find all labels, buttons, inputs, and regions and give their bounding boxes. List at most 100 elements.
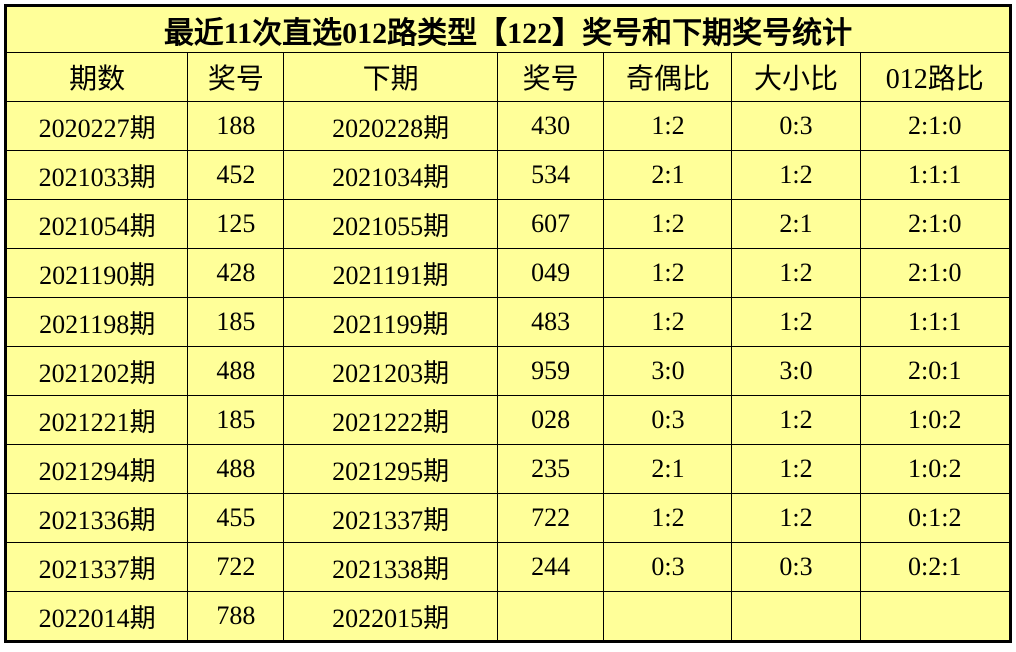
table-row: 2020227期 188 2020228期 430 1:2 0:3 2:1:0 <box>7 102 1010 151</box>
cell-route012 <box>860 592 1009 641</box>
cell-period1: 2021054期 <box>7 200 188 249</box>
cell-odd-even: 1:2 <box>604 249 732 298</box>
cell-num1: 188 <box>188 102 284 151</box>
cell-num1: 722 <box>188 543 284 592</box>
cell-odd-even: 2:1 <box>604 445 732 494</box>
cell-odd-even: 1:2 <box>604 298 732 347</box>
cell-period1: 2021336期 <box>7 494 188 543</box>
cell-period2: 2021338期 <box>284 543 497 592</box>
cell-num2: 430 <box>497 102 604 151</box>
table-row: 2021202期 488 2021203期 959 3:0 3:0 2:0:1 <box>7 347 1010 396</box>
cell-big-small: 1:2 <box>732 445 860 494</box>
cell-num2: 722 <box>497 494 604 543</box>
cell-num2: 483 <box>497 298 604 347</box>
col-header-num2: 奖号 <box>497 53 604 102</box>
cell-period1: 2021198期 <box>7 298 188 347</box>
cell-period2: 2020228期 <box>284 102 497 151</box>
table-header-row: 期数 奖号 下期 奖号 奇偶比 大小比 012路比 <box>7 53 1010 102</box>
cell-num2: 534 <box>497 151 604 200</box>
table-row: 2021337期 722 2021338期 244 0:3 0:3 0:2:1 <box>7 543 1010 592</box>
cell-big-small: 1:2 <box>732 494 860 543</box>
col-header-route012: 012路比 <box>860 53 1009 102</box>
cell-period1: 2020227期 <box>7 102 188 151</box>
cell-big-small: 1:2 <box>732 151 860 200</box>
cell-period2: 2021191期 <box>284 249 497 298</box>
cell-period2: 2021199期 <box>284 298 497 347</box>
cell-num2: 049 <box>497 249 604 298</box>
cell-route012: 2:1:0 <box>860 249 1009 298</box>
cell-num2: 028 <box>497 396 604 445</box>
cell-num1: 125 <box>188 200 284 249</box>
cell-period1: 2021190期 <box>7 249 188 298</box>
cell-period1: 2021221期 <box>7 396 188 445</box>
table-row: 2021221期 185 2021222期 028 0:3 1:2 1:0:2 <box>7 396 1010 445</box>
cell-num2: 235 <box>497 445 604 494</box>
col-header-period1: 期数 <box>7 53 188 102</box>
table-row: 2021033期 452 2021034期 534 2:1 1:2 1:1:1 <box>7 151 1010 200</box>
cell-route012: 0:2:1 <box>860 543 1009 592</box>
cell-odd-even: 1:2 <box>604 102 732 151</box>
table-row: 2021190期 428 2021191期 049 1:2 1:2 2:1:0 <box>7 249 1010 298</box>
cell-route012: 1:1:1 <box>860 298 1009 347</box>
cell-num1: 185 <box>188 396 284 445</box>
cell-odd-even: 1:2 <box>604 200 732 249</box>
table-title-row: 最近11次直选012路类型【122】奖号和下期奖号统计 <box>7 7 1010 53</box>
cell-num1: 455 <box>188 494 284 543</box>
cell-big-small: 3:0 <box>732 347 860 396</box>
cell-big-small: 1:2 <box>732 249 860 298</box>
cell-period1: 2021033期 <box>7 151 188 200</box>
col-header-big-small: 大小比 <box>732 53 860 102</box>
table-row: 2021054期 125 2021055期 607 1:2 2:1 2:1:0 <box>7 200 1010 249</box>
cell-period2: 2021034期 <box>284 151 497 200</box>
cell-period1: 2021337期 <box>7 543 188 592</box>
cell-big-small: 1:2 <box>732 396 860 445</box>
cell-route012: 2:0:1 <box>860 347 1009 396</box>
cell-num1: 185 <box>188 298 284 347</box>
cell-big-small: 0:3 <box>732 543 860 592</box>
cell-big-small: 2:1 <box>732 200 860 249</box>
table-row: 2022014期 788 2022015期 <box>7 592 1010 641</box>
cell-period2: 2021203期 <box>284 347 497 396</box>
cell-period1: 2022014期 <box>7 592 188 641</box>
cell-odd-even: 2:1 <box>604 151 732 200</box>
cell-num2: 959 <box>497 347 604 396</box>
cell-num1: 788 <box>188 592 284 641</box>
cell-num1: 452 <box>188 151 284 200</box>
cell-period2: 2021295期 <box>284 445 497 494</box>
cell-period2: 2021337期 <box>284 494 497 543</box>
lottery-stats-table: 最近11次直选012路类型【122】奖号和下期奖号统计 期数 奖号 下期 奖号 … <box>6 6 1010 641</box>
cell-odd-even: 1:2 <box>604 494 732 543</box>
cell-odd-even <box>604 592 732 641</box>
cell-odd-even: 3:0 <box>604 347 732 396</box>
col-header-period2: 下期 <box>284 53 497 102</box>
cell-route012: 2:1:0 <box>860 200 1009 249</box>
cell-big-small: 0:3 <box>732 102 860 151</box>
cell-period1: 2021294期 <box>7 445 188 494</box>
cell-route012: 1:0:2 <box>860 396 1009 445</box>
col-header-num1: 奖号 <box>188 53 284 102</box>
cell-route012: 1:0:2 <box>860 445 1009 494</box>
cell-num2: 244 <box>497 543 604 592</box>
cell-num2 <box>497 592 604 641</box>
cell-num1: 428 <box>188 249 284 298</box>
table-title: 最近11次直选012路类型【122】奖号和下期奖号统计 <box>7 7 1010 53</box>
cell-route012: 2:1:0 <box>860 102 1009 151</box>
table-row: 2021294期 488 2021295期 235 2:1 1:2 1:0:2 <box>7 445 1010 494</box>
cell-num2: 607 <box>497 200 604 249</box>
lottery-stats-table-container: 最近11次直选012路类型【122】奖号和下期奖号统计 期数 奖号 下期 奖号 … <box>4 4 1012 643</box>
cell-num1: 488 <box>188 347 284 396</box>
cell-odd-even: 0:3 <box>604 543 732 592</box>
cell-route012: 0:1:2 <box>860 494 1009 543</box>
col-header-odd-even: 奇偶比 <box>604 53 732 102</box>
cell-num1: 488 <box>188 445 284 494</box>
table-body: 2020227期 188 2020228期 430 1:2 0:3 2:1:0 … <box>7 102 1010 641</box>
table-row: 2021198期 185 2021199期 483 1:2 1:2 1:1:1 <box>7 298 1010 347</box>
cell-odd-even: 0:3 <box>604 396 732 445</box>
cell-big-small: 1:2 <box>732 298 860 347</box>
cell-period2: 2021055期 <box>284 200 497 249</box>
cell-period2: 2022015期 <box>284 592 497 641</box>
cell-period2: 2021222期 <box>284 396 497 445</box>
cell-big-small <box>732 592 860 641</box>
cell-period1: 2021202期 <box>7 347 188 396</box>
cell-route012: 1:1:1 <box>860 151 1009 200</box>
